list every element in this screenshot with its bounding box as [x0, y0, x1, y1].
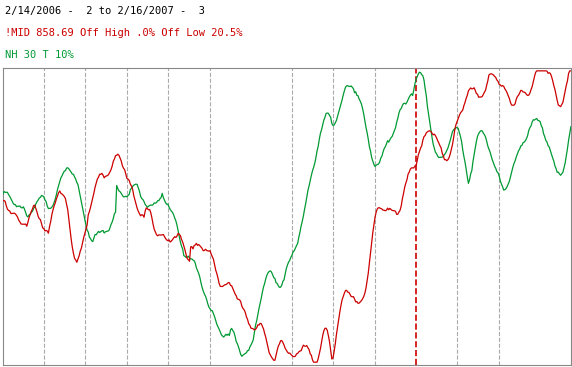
Text: !MID 858.69 Off High .0% Off Low 20.5%: !MID 858.69 Off High .0% Off Low 20.5%	[5, 28, 242, 37]
Text: 2/14/2006 -  2 to 2/16/2007 -  3: 2/14/2006 - 2 to 2/16/2007 - 3	[5, 6, 205, 15]
Text: NH 30 T 10%: NH 30 T 10%	[5, 50, 73, 59]
